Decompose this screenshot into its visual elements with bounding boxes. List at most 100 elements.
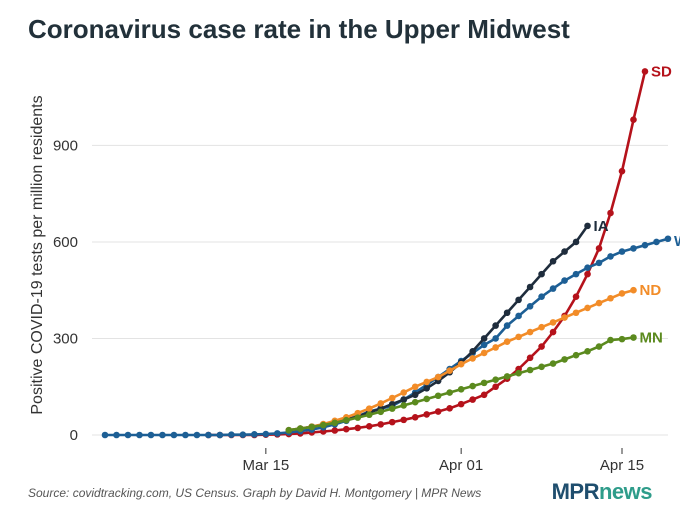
data-point-mn [515,369,522,377]
data-point-mn [595,343,603,350]
data-point-nd [572,309,580,317]
data-point-nd [561,314,568,321]
y-tick-label: 0 [70,427,78,444]
data-point-ia [423,385,430,392]
data-point-wi [607,253,614,260]
grid [92,144,668,436]
data-point-wi [572,270,580,278]
data-point-mn [492,376,499,383]
data-point-mn [354,414,362,421]
data-point-nd [377,400,385,407]
data-point-mn [549,360,557,367]
data-point-nd [411,383,419,391]
data-point-mn [469,382,476,390]
data-point-wi [480,341,488,349]
y-tick-label: 600 [53,234,78,251]
data-point-mn [503,373,511,380]
y-axis-title: Positive COVID-19 tests per million resi… [29,95,46,414]
y-tick-label: 300 [53,330,78,347]
data-point-sd [641,68,649,75]
data-point-sd [457,400,465,408]
data-point-wi [170,431,178,439]
data-point-mn [365,411,373,419]
data-point-sd [595,245,603,252]
data-point-sd [607,209,614,217]
series-lines [101,68,672,439]
data-point-ia [572,238,580,246]
data-point-sd [549,328,557,336]
data-point-sd [618,167,626,175]
data-point-nd [595,299,603,307]
data-point-mn [400,402,408,409]
data-point-wi [159,431,166,439]
data-point-sd [584,270,591,278]
data-point-ia [584,222,591,230]
data-point-sd [377,421,385,428]
x-tick-label: Apr 01 [439,457,483,474]
data-point-sd [492,383,499,391]
data-point-nd [503,338,511,345]
series-label-mn: MN [639,330,662,347]
data-point-mn [423,395,430,403]
data-point-wi [538,293,545,300]
series-line-mn [288,336,634,432]
data-point-ia [469,348,476,355]
data-point-ia [492,322,499,329]
data-point-sd [538,343,545,350]
data-point-wi [595,259,603,267]
data-point-wi [641,241,649,249]
data-point-ia [411,391,419,399]
data-point-mn [446,389,453,396]
data-point-wi [251,431,258,438]
data-point-wi [515,312,522,320]
data-point-ia [538,270,545,278]
data-point-nd [630,286,637,294]
data-point-wi [113,431,120,439]
data-point-wi [239,431,247,438]
data-point-ia [515,296,522,304]
data-point-nd [434,373,442,381]
data-point-wi [274,430,281,437]
data-point-nd [492,344,499,351]
series-labels: SD IA WI ND MN [594,63,680,346]
chart-title: Coronavirus case rate in the Upper Midwe… [28,14,570,44]
data-point-nd [388,394,396,402]
data-point-nd [538,323,545,331]
data-point-sd [526,354,534,362]
data-point-wi [618,248,626,255]
data-point-wi [205,431,212,439]
data-point-nd [446,367,453,374]
data-point-nd [526,328,534,336]
data-point-wi [101,431,109,439]
axes: 0 300 600 900 Mar 15 Apr 01 Apr 15 Positive COV… [29,95,644,474]
data-point-mn [377,408,385,416]
data-point-sd [434,408,442,415]
data-point-mn [331,419,339,427]
source-note: Source: covidtracking.com, US Census. Gr… [28,486,482,500]
data-point-sd [331,427,339,434]
data-point-mn [319,421,327,429]
data-point-wi [653,238,660,246]
data-point-ia [561,248,568,255]
data-point-wi [561,277,568,284]
data-point-mn [618,335,626,343]
data-point-nd [480,349,488,357]
data-point-wi [630,245,637,252]
data-point-wi [124,431,132,439]
data-point-mn [584,348,591,355]
data-point-sd [572,293,580,300]
data-point-nd [400,389,408,396]
data-point-sd [388,418,396,426]
data-point-mn [607,336,614,344]
logo-news: news [598,479,653,504]
data-point-sd [469,396,476,403]
data-point-nd [365,405,373,412]
data-point-sd [342,425,350,433]
data-point-sd [411,414,419,421]
data-point-wi [664,235,672,243]
data-point-mn [285,426,293,434]
data-point-wi [492,335,499,342]
data-point-sd [354,424,362,432]
data-point-ia [480,335,488,342]
logo-mpr: MPR [551,479,600,504]
